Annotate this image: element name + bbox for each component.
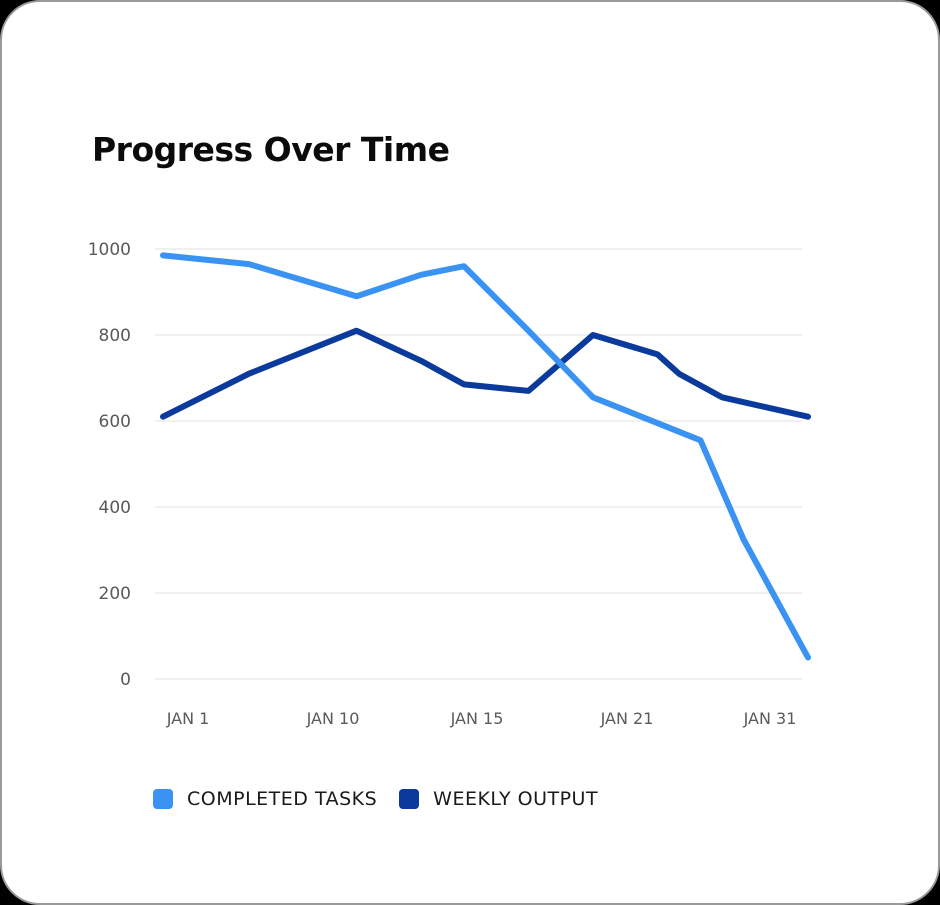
legend-label: COMPLETED TASKS bbox=[187, 788, 378, 810]
gridlines bbox=[155, 248, 802, 680]
series-line-completed-tasks bbox=[160, 252, 811, 661]
x-tick-label: JAN 10 bbox=[306, 709, 360, 728]
legend-item-completed-tasks[interactable]: COMPLETED TASKS bbox=[153, 788, 377, 810]
legend-swatch-icon bbox=[153, 789, 173, 809]
x-tick-label: JAN 31 bbox=[743, 709, 797, 728]
y-tick-label: 800 bbox=[99, 326, 131, 346]
y-tick-label: 600 bbox=[99, 412, 131, 432]
legend-label: WEEKLY OUTPUT bbox=[433, 788, 599, 810]
y-tick-label: 0 bbox=[120, 670, 131, 690]
x-axis-ticks: JAN 1 JAN 10 JAN 15 JAN 21 JAN 31 bbox=[166, 709, 797, 728]
legend-swatch-icon bbox=[399, 789, 420, 809]
x-tick-label: JAN 21 bbox=[600, 709, 654, 728]
legend-item-weekly-output[interactable]: WEEKLY OUTPUT bbox=[399, 788, 598, 810]
y-axis-ticks: 0 200 400 600 800 1000 bbox=[88, 240, 131, 690]
series-line-weekly-output bbox=[160, 327, 811, 420]
y-tick-label: 1000 bbox=[88, 240, 131, 260]
legend: COMPLETED TASKS WEEKLY OUTPUT bbox=[153, 788, 620, 810]
x-tick-label: JAN 1 bbox=[166, 709, 210, 728]
chart-title: Progress Over Time bbox=[92, 130, 450, 169]
series-lines bbox=[160, 252, 811, 661]
y-tick-label: 200 bbox=[99, 584, 131, 604]
y-tick-label: 400 bbox=[99, 498, 131, 518]
x-tick-label: JAN 15 bbox=[450, 709, 504, 728]
